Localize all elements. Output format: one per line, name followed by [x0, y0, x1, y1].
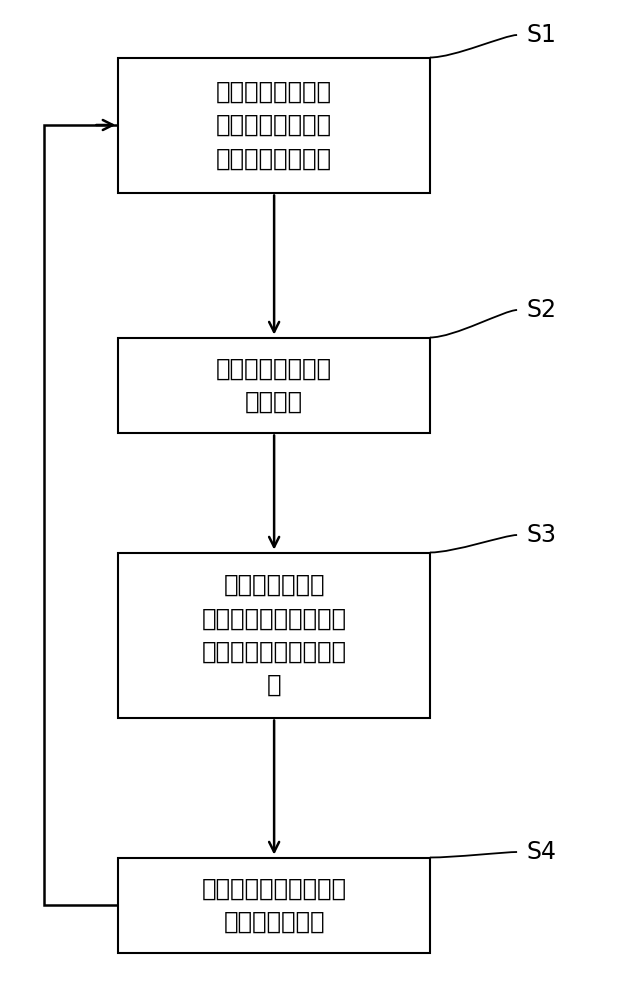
- Text: 生成状态为空的第
一文件，并将其存
储于第一存储区域: 生成状态为空的第 一文件，并将其存 储于第一存储区域: [216, 80, 332, 170]
- Text: 向第一文件中写入
目标数据: 向第一文件中写入 目标数据: [216, 356, 332, 414]
- Text: 当达到预设状态
时，按照预设方式对完
成写入的第一文件重命
名: 当达到预设状态 时，按照预设方式对完 成写入的第一文件重命 名: [202, 573, 346, 697]
- Text: 将重命名后的文件移动
至第二存储区域: 将重命名后的文件移动 至第二存储区域: [202, 876, 346, 934]
- Bar: [118, 857, 430, 952]
- Text: S3: S3: [526, 523, 556, 547]
- Text: S2: S2: [526, 298, 556, 322]
- Bar: [118, 57, 430, 192]
- Bar: [118, 552, 430, 718]
- Text: S1: S1: [526, 23, 556, 47]
- Bar: [118, 338, 430, 432]
- Text: S4: S4: [526, 840, 556, 864]
